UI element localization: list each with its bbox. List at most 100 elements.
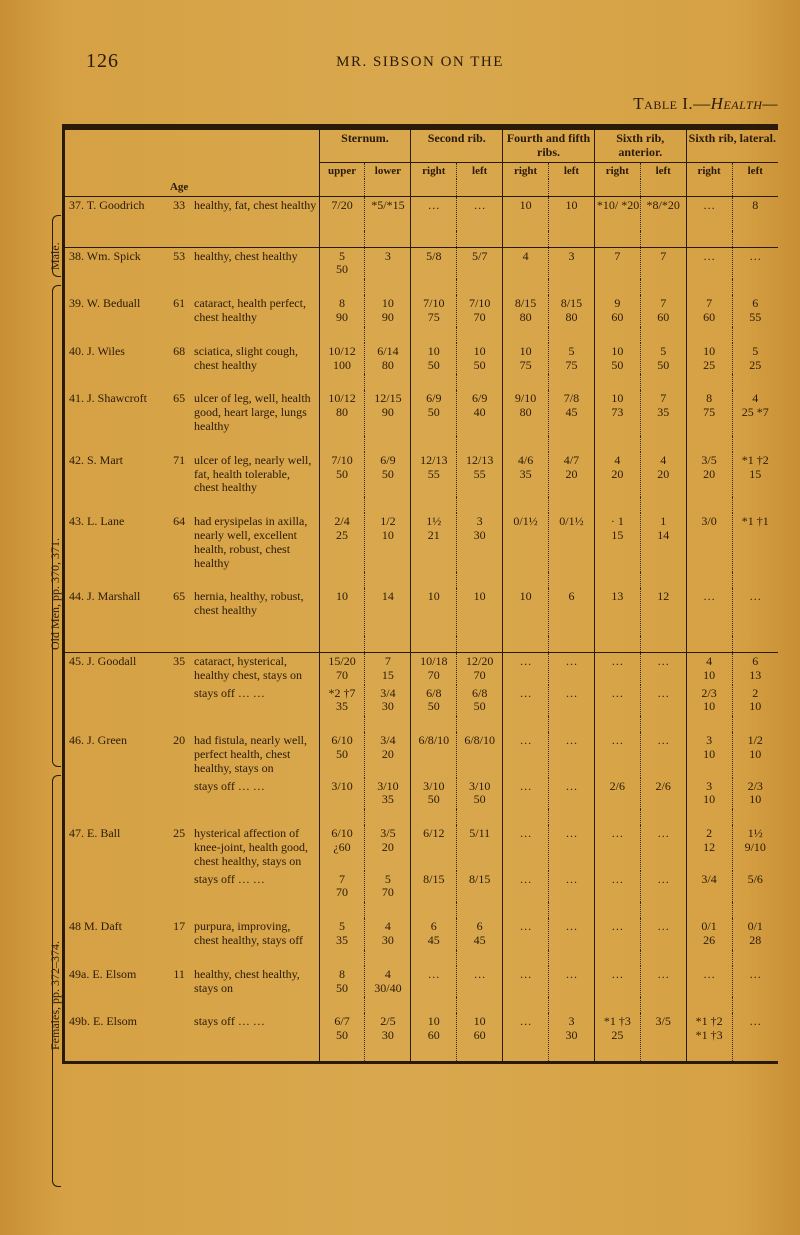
data-cell: …: [640, 825, 686, 870]
data-cell: 6/9 50: [411, 390, 457, 435]
data-cell: 5 35: [319, 918, 365, 950]
data-cell: 10/12 100: [319, 343, 365, 375]
spacer-row: [65, 809, 778, 825]
table-row: 47. E. Ball25hysterical affection of kne…: [65, 825, 778, 870]
data-cell: 12/13 55: [457, 452, 503, 497]
age-cell: 64: [166, 513, 192, 572]
data-cell: 12/20 70: [457, 653, 503, 685]
spacer-row: [65, 279, 778, 295]
data-cell: 5/8: [411, 247, 457, 279]
condition-cell: cataract, hysterical, healthy chest, sta…: [192, 653, 319, 685]
age-cell: 11: [166, 966, 192, 998]
table-row: stays off … …*2 †7 353/4 306/8 506/8 50……: [65, 685, 778, 717]
data-cell: 2/6: [640, 778, 686, 810]
data-cell: …: [732, 966, 778, 998]
spacer-row: [65, 997, 778, 1013]
age-cell: 65: [166, 390, 192, 435]
brace-icon: [52, 215, 61, 277]
data-cell: …: [686, 966, 732, 998]
data-cell: 7/10 50: [319, 452, 365, 497]
main-table: Sternum. Second rib. Fourth and fifth ri…: [65, 127, 778, 1061]
age-cell: 68: [166, 343, 192, 375]
data-cell: 4/6 35: [503, 452, 549, 497]
data-cell: 7 70: [319, 871, 365, 903]
data-cell: …: [686, 247, 732, 279]
data-cell: …: [549, 732, 595, 777]
data-cell: 12/13 55: [411, 452, 457, 497]
data-cell: 2 10: [732, 685, 778, 717]
data-cell: …: [732, 588, 778, 636]
data-cell: 3/10: [319, 778, 365, 810]
data-cell: 3/10 50: [457, 778, 503, 810]
condition-cell: healthy, chest healthy: [192, 247, 319, 279]
spacer-row: [65, 716, 778, 732]
data-cell: *2 †7 35: [319, 685, 365, 717]
data-cell: 6/10 ¿60: [319, 825, 365, 870]
col-sternum: Sternum.: [319, 129, 411, 163]
data-cell: 4 30/40: [365, 966, 411, 998]
data-cell: 6/7 50: [319, 1013, 365, 1061]
subject-cell: [65, 778, 166, 810]
subject-cell: 43. L. Lane: [65, 513, 166, 572]
data-cell: 3 30: [457, 513, 503, 572]
data-cell: 9 60: [594, 295, 640, 327]
subject-cell: [65, 871, 166, 903]
subject-cell: 41. J. Shawcroft: [65, 390, 166, 435]
spacer-row: [65, 636, 778, 653]
data-cell: 10 25: [686, 343, 732, 375]
data-cell: *1 †2 15: [732, 452, 778, 497]
spacer-row: [65, 231, 778, 248]
spacer-row: [65, 950, 778, 966]
data-cell: …: [549, 966, 595, 998]
condition-cell: had erysipelas in axilla, nearly well, e…: [192, 513, 319, 572]
data-cell: 4/7 20: [549, 452, 595, 497]
data-cell: …: [732, 1013, 778, 1061]
table-head: Sternum. Second rib. Fourth and fifth ri…: [65, 129, 778, 197]
condition-cell: stays off … …: [192, 778, 319, 810]
subject-cell: 42. S. Mart: [65, 452, 166, 497]
data-cell: …: [594, 653, 640, 685]
subject-cell: 46. J. Green: [65, 732, 166, 777]
data-cell: 7/20: [319, 196, 365, 230]
data-cell: 3: [365, 247, 411, 279]
subcol-left: left: [732, 162, 778, 179]
data-cell: …: [503, 778, 549, 810]
data-cell: *10/ *20: [594, 196, 640, 230]
condition-cell: sciatica, slight cough, chest healthy: [192, 343, 319, 375]
table-row: 39. W. Beduall61cataract, health perfect…: [65, 295, 778, 327]
data-cell: *1 †1: [732, 513, 778, 572]
col-age: Age: [166, 179, 192, 196]
data-cell: 6/9 40: [457, 390, 503, 435]
data-cell: 10 50: [594, 343, 640, 375]
condition-cell: ulcer of leg, well, health good, heart l…: [192, 390, 319, 435]
data-cell: 12: [640, 588, 686, 636]
data-cell: 2/5 30: [365, 1013, 411, 1061]
subcol-right: right: [594, 162, 640, 179]
data-cell: 2/3 10: [732, 778, 778, 810]
data-cell: 15/20 70: [319, 653, 365, 685]
data-cell: 4: [503, 247, 549, 279]
subject-cell: 47. E. Ball: [65, 825, 166, 870]
table-title-a: Table I.—: [633, 94, 710, 113]
spacer-row: [65, 572, 778, 588]
data-cell: *8/*20: [640, 196, 686, 230]
subcol-upper: upper: [319, 162, 365, 179]
age-cell: [166, 778, 192, 810]
spacer-row: [65, 436, 778, 452]
data-cell: 4 20: [640, 452, 686, 497]
table-row: 40. J. Wiles68sciatica, slight cough, ch…: [65, 343, 778, 375]
data-cell: …: [457, 196, 503, 230]
data-cell: 6/12: [411, 825, 457, 870]
table-row: 37. T. Goodrich33healthy, fat, chest hea…: [65, 196, 778, 230]
data-cell: …: [686, 196, 732, 230]
data-cell: 14: [365, 588, 411, 636]
data-cell: 3/4: [686, 871, 732, 903]
col-second: Second rib.: [411, 129, 503, 163]
data-cell: …: [640, 653, 686, 685]
data-cell: …: [549, 653, 595, 685]
data-cell: …: [640, 966, 686, 998]
subcol-right: right: [411, 162, 457, 179]
table-row: 38. Wm. Spick53healthy, chest healthy5 5…: [65, 247, 778, 279]
data-cell: 3 10: [686, 778, 732, 810]
data-cell: 3/5 20: [365, 825, 411, 870]
